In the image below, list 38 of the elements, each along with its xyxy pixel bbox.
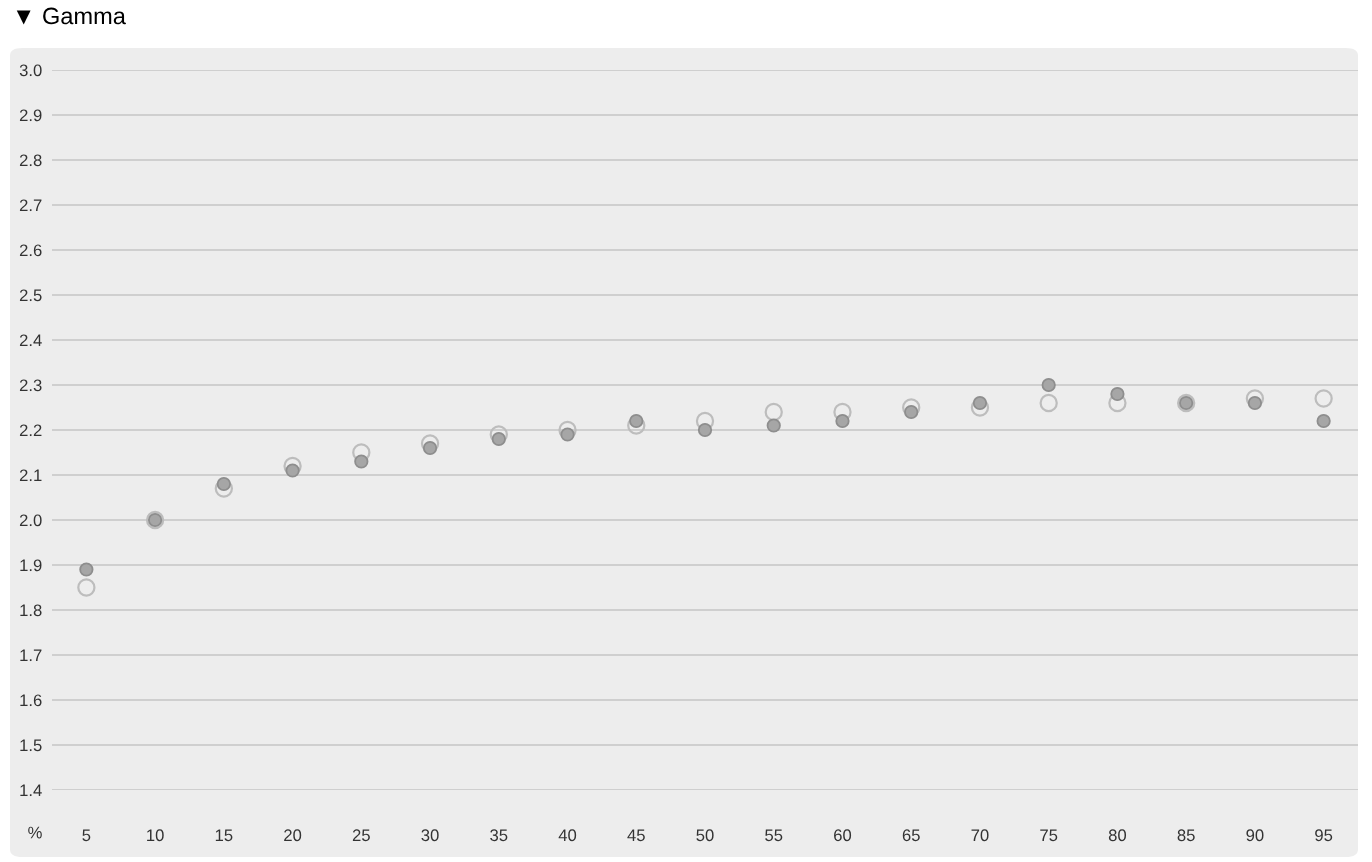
y-tick-label: 1.4: [20, 784, 42, 797]
y-tick-label: 2.4: [19, 334, 42, 347]
x-tick-label: 30: [421, 829, 439, 842]
x-tick-label: 50: [696, 829, 714, 842]
x-tick-label: 5: [82, 829, 91, 842]
x-tick-label: 75: [1040, 829, 1058, 842]
x-axis-title: %: [28, 826, 42, 839]
x-tick-label: 55: [765, 829, 783, 842]
x-tick-label: 90: [1246, 829, 1264, 842]
y-tick-label: 2.9: [19, 109, 42, 122]
y-tick-label: 2.3: [19, 379, 42, 392]
x-tick-label: 70: [971, 829, 989, 842]
y-tick-label: 1.9: [20, 559, 42, 572]
y-tick-label: 1.7: [20, 649, 42, 662]
y-tick-label: 2.6: [19, 244, 42, 257]
x-tick-label: 40: [558, 829, 577, 842]
y-tick-label: 3.0: [19, 64, 42, 77]
x-tick-label: 65: [902, 829, 920, 842]
x-tick-label: 80: [1108, 829, 1127, 842]
x-tick-label: 10: [147, 829, 164, 842]
y-tick-label: 1.8: [20, 604, 42, 617]
y-tick-label: 2.2: [19, 424, 42, 437]
x-tick-label: 25: [352, 829, 370, 842]
y-tick-label: 2.0: [19, 514, 42, 527]
x-tick-label: 20: [284, 829, 302, 842]
y-tick-label: 2.1: [19, 469, 42, 482]
x-tick-label: 15: [215, 829, 233, 842]
y-tick-label: 1.6: [20, 694, 42, 707]
x-tick-label: 60: [834, 829, 852, 842]
y-tick-label: 2.7: [19, 199, 42, 212]
chart-title: ▼ Gamma: [16, 7, 126, 25]
x-tick-label: 95: [1315, 829, 1333, 842]
x-tick-label: 85: [1177, 829, 1195, 842]
y-tick-label: 2.8: [19, 154, 42, 167]
x-tick-label: 35: [490, 829, 508, 842]
y-tick-label: 1.5: [20, 739, 42, 752]
x-tick-label: 45: [627, 829, 645, 842]
y-tick-label: 2.5: [19, 289, 42, 302]
